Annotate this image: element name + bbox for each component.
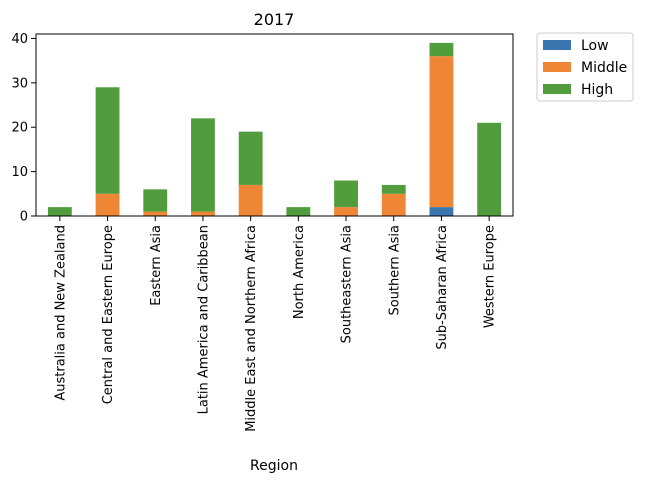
x-tick-label: Southeastern Asia bbox=[340, 225, 355, 343]
bar-middle-2 bbox=[143, 211, 168, 216]
x-tick-label: Sub-Saharan Africa bbox=[435, 225, 450, 350]
bar-high-8 bbox=[429, 42, 454, 57]
legend-label-high: High bbox=[581, 82, 613, 98]
y-axis: 0 10 20 30 40 bbox=[11, 32, 36, 225]
y-tick-label: 10 bbox=[11, 165, 28, 180]
x-tick-label: North America bbox=[292, 225, 307, 319]
bar-high-6 bbox=[334, 180, 358, 208]
bar-middle-1 bbox=[95, 193, 120, 216]
bar-high-4 bbox=[238, 131, 263, 185]
bar-high-1 bbox=[95, 87, 120, 194]
legend-label-middle: Middle bbox=[581, 60, 627, 76]
x-tick-label: Latin America and Caribbean bbox=[196, 225, 211, 414]
legend: Low Middle High bbox=[536, 32, 634, 102]
x-tick-label: Middle East and Northern Africa bbox=[244, 225, 259, 432]
bar-middle-7 bbox=[381, 193, 406, 216]
y-tick-label: 40 bbox=[11, 32, 28, 47]
x-tick-label: Australia and New Zealand bbox=[53, 225, 68, 401]
bar-low-8 bbox=[429, 207, 454, 216]
y-tick-label: 0 bbox=[20, 210, 28, 225]
x-axis: Australia and New Zealand Central and Eas… bbox=[53, 216, 498, 432]
bar-high-5 bbox=[286, 207, 311, 216]
legend-swatch-low bbox=[543, 40, 571, 50]
bar-high-2 bbox=[143, 189, 168, 212]
x-tick-label: Eastern Asia bbox=[149, 225, 164, 306]
x-tick-label: Central and Eastern Europe bbox=[101, 225, 116, 404]
x-tick-label: Western Europe bbox=[483, 225, 498, 328]
x-axis-label: Region bbox=[250, 458, 298, 474]
bar-high-9 bbox=[477, 122, 502, 216]
plot-area-frame bbox=[35, 33, 514, 217]
legend-swatch-middle bbox=[543, 62, 571, 72]
legend-label-low: Low bbox=[581, 38, 609, 54]
legend-swatch-high bbox=[543, 84, 571, 94]
y-tick-label: 20 bbox=[11, 121, 28, 136]
bar-high-7 bbox=[381, 184, 406, 194]
bar-middle-8 bbox=[429, 56, 454, 208]
bars-group bbox=[47, 42, 502, 216]
y-tick-label: 30 bbox=[11, 76, 28, 91]
bar-middle-6 bbox=[334, 207, 358, 216]
bar-high-3 bbox=[191, 118, 215, 212]
bar-middle-3 bbox=[191, 211, 215, 216]
bar-high-0 bbox=[47, 207, 72, 216]
bar-middle-4 bbox=[238, 184, 263, 216]
x-tick-label: Southern Asia bbox=[387, 225, 402, 316]
chart-title: 2017 bbox=[254, 10, 295, 29]
